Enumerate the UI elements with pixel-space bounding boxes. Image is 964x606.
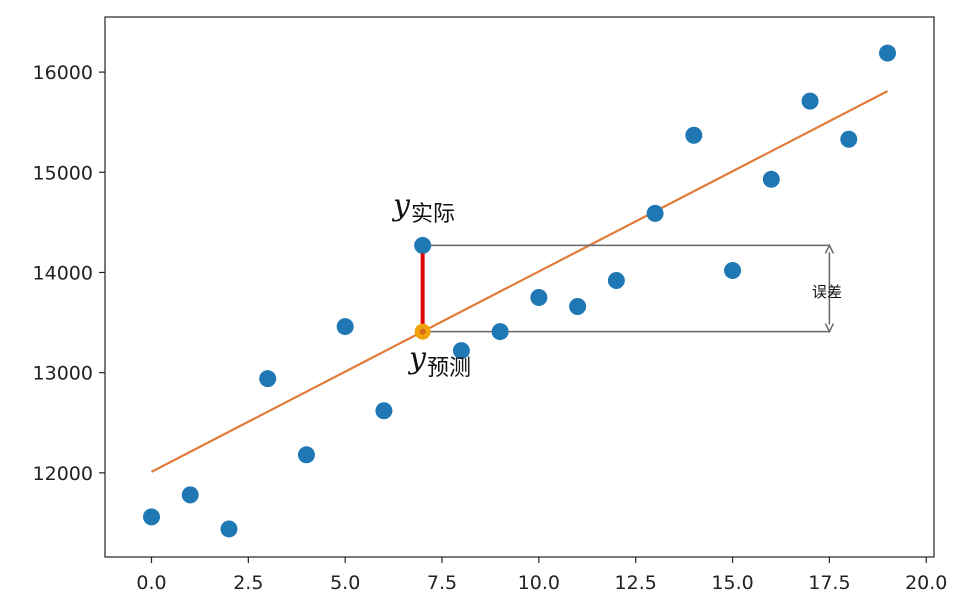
data-point (762, 170, 780, 188)
highlight-layer (414, 253, 431, 340)
axis-ticks: 0.0 2.5 5.0 7.5 10.0 12.5 15.0 17.5 20.0 12000 130… (33, 62, 948, 594)
x-tick-label: 12.5 (615, 572, 657, 594)
data-point (414, 236, 432, 254)
data-point (646, 204, 664, 222)
actual-label-subscript: 实际 (411, 202, 455, 227)
error-bracket (422, 243, 835, 334)
data-point (724, 261, 742, 279)
data-point (181, 486, 199, 504)
data-point (840, 130, 858, 148)
data-point (336, 318, 354, 336)
fit-line-layer (150, 90, 889, 473)
bracket-arrow-up (824, 243, 835, 254)
y-tick-label: 13000 (33, 363, 93, 385)
x-tick-label: 7.5 (427, 572, 457, 594)
x-tick-label: 0.0 (136, 572, 166, 594)
actual-label-symbol: y (391, 188, 411, 223)
data-point (530, 289, 548, 307)
x-tick-label: 10.0 (518, 572, 560, 594)
data-point (142, 508, 160, 526)
data-point (801, 92, 819, 110)
data-point (685, 126, 703, 144)
data-point (220, 520, 238, 538)
y-tick-label: 14000 (33, 262, 93, 284)
data-point (879, 44, 897, 62)
y-tick-label: 16000 (33, 62, 93, 84)
data-point (375, 402, 393, 420)
data-point (452, 342, 470, 360)
data-point (569, 298, 587, 316)
predicted-label-subscript: 预测 (427, 356, 471, 381)
y-tick-label: 12000 (33, 463, 93, 485)
data-point (259, 370, 277, 388)
x-tick-label: 5.0 (330, 572, 360, 594)
predicted-point-center (419, 328, 426, 335)
x-tick-label: 15.0 (711, 572, 753, 594)
x-tick-label: 20.0 (905, 572, 947, 594)
data-point (491, 323, 509, 341)
error-label: 误差 (812, 283, 842, 301)
predicted-label-symbol: y (407, 341, 427, 376)
x-tick-label: 17.5 (808, 572, 850, 594)
y-tick-label: 15000 (33, 162, 93, 184)
data-points (142, 44, 897, 538)
plot-frame (104, 16, 935, 558)
x-tick-label: 2.5 (233, 572, 263, 594)
data-point (607, 271, 625, 289)
fit-line (150, 90, 889, 473)
bracket-arrow-down (824, 323, 835, 334)
data-point (297, 446, 315, 464)
